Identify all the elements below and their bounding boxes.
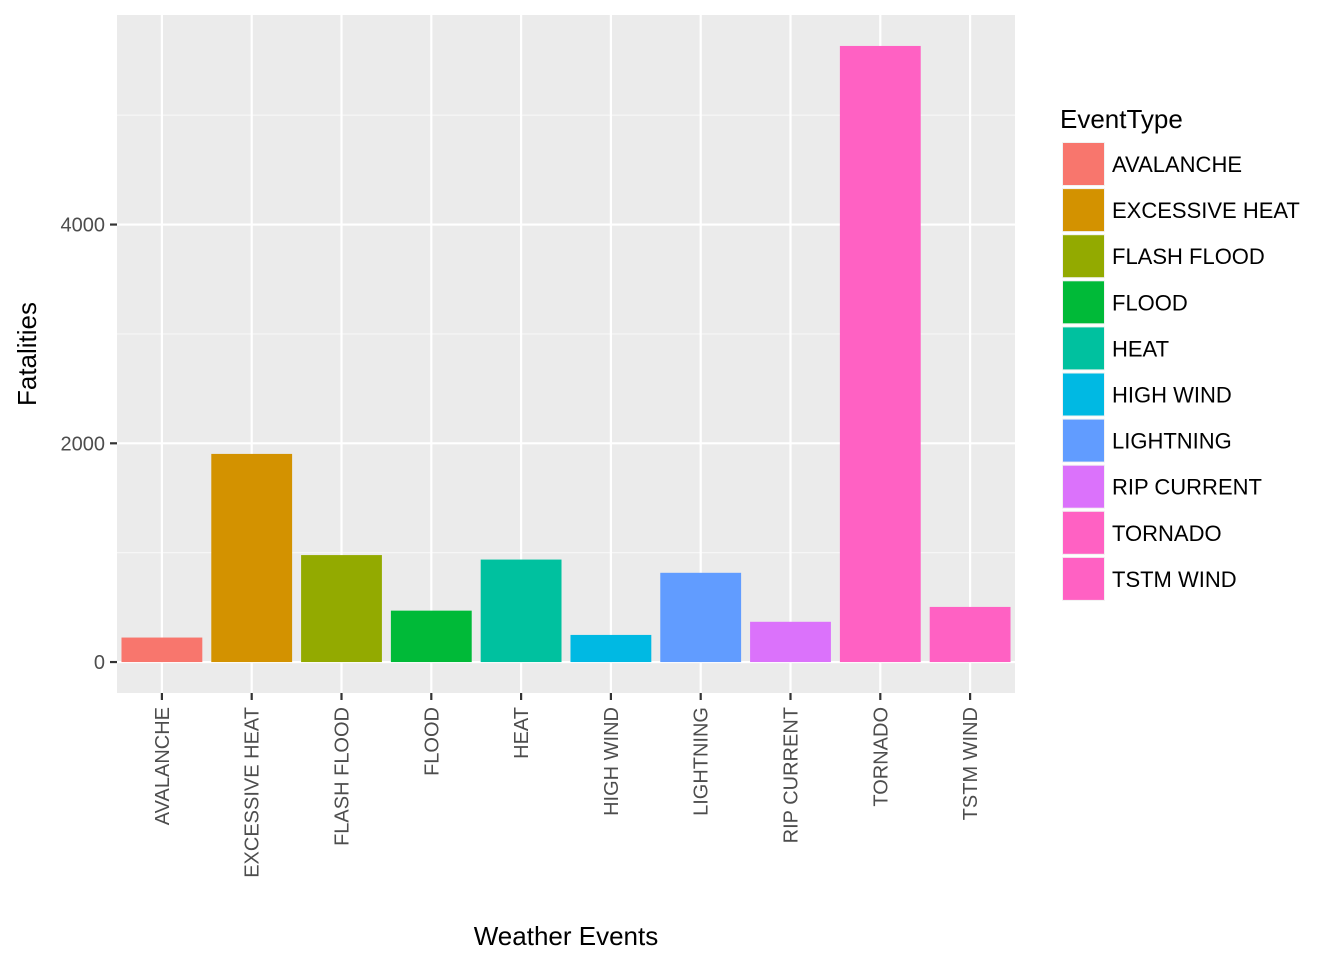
legend-swatch (1063, 189, 1104, 232)
x-tick-label: HIGH WIND (601, 707, 623, 816)
legend-label: FLOOD (1112, 290, 1188, 315)
x-tick-label: HEAT (511, 707, 533, 759)
legend-swatch (1063, 419, 1104, 462)
bar (211, 453, 293, 663)
x-tick-label: AVALANCHE (152, 707, 174, 825)
x-tick-label: RIP CURRENT (781, 707, 803, 843)
legend-title: EventType (1060, 104, 1183, 134)
legend-swatch (1063, 327, 1104, 370)
x-tick-label: TORNADO (870, 707, 892, 807)
legend-label: HEAT (1112, 336, 1169, 361)
x-tick-label: FLASH FLOOD (332, 707, 354, 846)
bar (121, 637, 203, 663)
bar (660, 572, 742, 663)
x-axis: AVALANCHE EXCESSIVE HEAT FLASH FLOOD FLOOD H… (152, 693, 982, 878)
bar (750, 621, 831, 663)
legend-swatch (1063, 465, 1104, 508)
legend-swatch (1063, 373, 1104, 416)
x-axis-title: Weather Events (474, 921, 659, 951)
legend-swatch (1063, 235, 1104, 278)
y-axis: 0 2000 4000 (61, 215, 117, 674)
legend-swatch (1063, 281, 1104, 324)
x-tick-label: TSTM WIND (960, 707, 982, 820)
y-tick-label: 4000 (61, 215, 106, 237)
legend-swatch (1063, 557, 1104, 600)
bars (121, 45, 1011, 663)
legend-label: EXCESSIVE HEAT (1112, 198, 1300, 223)
bar (480, 559, 562, 663)
legend-label: AVALANCHE (1112, 152, 1242, 177)
bar (301, 555, 382, 663)
x-tick-label: EXCESSIVE HEAT (242, 707, 264, 878)
bar (929, 606, 1011, 663)
legend-label: FLASH FLOOD (1112, 244, 1265, 269)
legend-label: HIGH WIND (1112, 383, 1232, 408)
legend-label: TSTM WIND (1112, 567, 1237, 592)
bar (390, 610, 472, 663)
y-tick-label: 2000 (61, 433, 106, 455)
x-tick-label: FLOOD (421, 707, 443, 776)
legend-label: TORNADO (1112, 521, 1222, 546)
legend-swatch (1063, 511, 1104, 554)
bar (570, 634, 652, 663)
y-tick-label: 0 (94, 652, 105, 674)
x-tick-label: LIGHTNING (691, 707, 713, 816)
legend: AVALANCHE EXCESSIVE HEAT FLASH FLOOD FLOOD H… (1062, 142, 1300, 601)
legend-label: RIP CURRENT (1112, 475, 1262, 500)
legend-swatch (1063, 143, 1104, 185)
legend-label: LIGHTNING (1112, 429, 1232, 454)
bar (839, 45, 921, 663)
y-axis-title: Fatalities (12, 302, 42, 406)
